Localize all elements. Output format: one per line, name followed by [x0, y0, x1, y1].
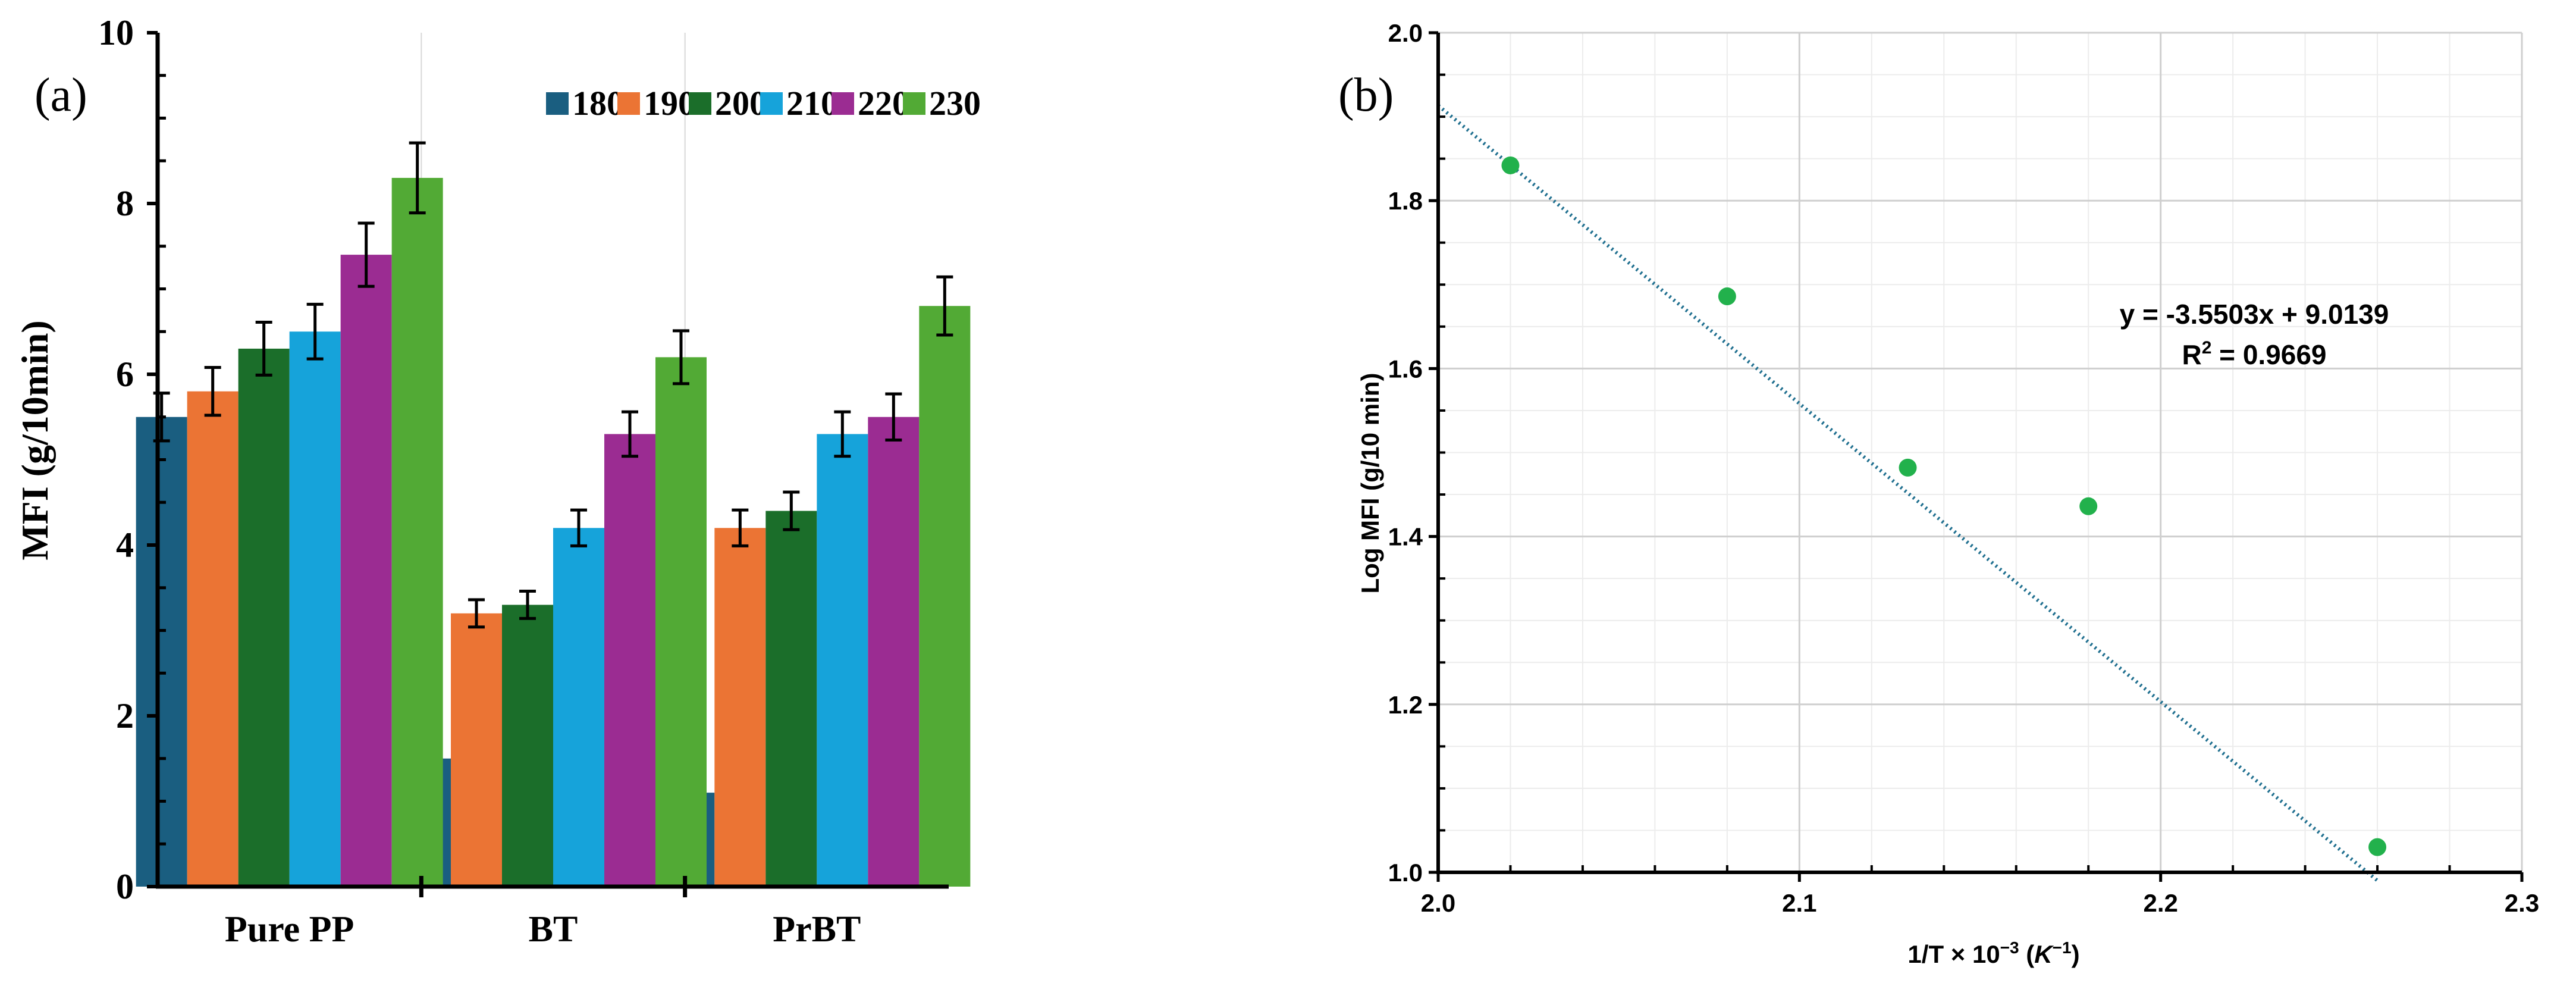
x-tick-label: 2.2 — [2143, 889, 2177, 917]
panel-b-tick-labels: 1.0 1.2 1.4 1.6 1.8 2.0 2.0 2.1 2.2 2.3 — [1388, 19, 2540, 917]
panel-b-y-axis-title: Log MFI (g/10 min) — [1356, 373, 1384, 594]
panel-a-bars — [136, 141, 971, 887]
legend-swatch — [760, 92, 783, 115]
legend-swatch — [832, 92, 854, 115]
legend-label: 190 — [644, 84, 695, 123]
x-tick-label: 2.1 — [1782, 889, 1816, 917]
x-axis-title-unit-open: ( — [2019, 940, 2035, 968]
bar — [604, 434, 655, 887]
bar — [289, 331, 341, 887]
legend-swatch — [617, 92, 640, 115]
y-tick-label: 2 — [116, 696, 134, 735]
r-squared-superscript: 2 — [2202, 338, 2212, 358]
bar — [451, 613, 502, 887]
x-axis-title-unit-exponent: −1 — [2053, 938, 2072, 957]
data-point — [1899, 458, 1917, 477]
data-point — [1718, 287, 1736, 306]
legend-label: 220 — [858, 84, 909, 123]
legend-swatch — [903, 92, 925, 115]
bar — [655, 357, 707, 887]
panel-b-x-axis-title: 1/T × 10−3 (K−1) — [1907, 938, 2079, 968]
x-tick-label: 2.3 — [2505, 889, 2539, 917]
bar — [340, 255, 392, 887]
y-tick-label: 1.2 — [1388, 691, 1423, 719]
panel-a-label: (a) — [34, 69, 87, 121]
bar — [136, 417, 187, 887]
legend-label: 200 — [715, 84, 767, 123]
panel-a-axes — [147, 31, 949, 897]
bar — [502, 605, 553, 887]
r-squared-value: = 0.9669 — [2211, 339, 2326, 370]
trendline-equation: y = -3.5503x + 9.0139 — [2120, 299, 2389, 330]
r-squared-letter: R — [2182, 339, 2201, 370]
bar — [238, 348, 290, 887]
y-tick-label: 6 — [116, 355, 134, 394]
panel-a-tick-labels: 0 2 4 6 8 10 Pure PP BT PrBT — [98, 13, 861, 950]
panel-a-legend: 180 190 200 210 220 230 — [546, 84, 981, 123]
data-point — [2368, 838, 2387, 856]
panel-b-points — [1501, 156, 2387, 856]
bar — [187, 391, 239, 887]
x-axis-title-main: 1/T × 10 — [1907, 940, 2000, 968]
y-tick-label: 1.8 — [1388, 187, 1423, 215]
y-tick-label: 0 — [116, 867, 134, 906]
x-axis-title-unit: K — [2034, 940, 2054, 968]
panel-b-scatter-chart: 1.0 1.2 1.4 1.6 1.8 2.0 2.0 2.1 2.2 2.3 (b) y = -… — [1338, 19, 2539, 968]
category-label: BT — [529, 909, 578, 950]
bar — [817, 434, 868, 887]
bar — [714, 528, 766, 887]
panel-a-y-axis-title: MFI (g/10min) — [14, 320, 56, 561]
y-tick-label: 4 — [116, 525, 134, 565]
category-label: PrBT — [773, 909, 861, 950]
panel-b-label: (b) — [1338, 69, 1394, 121]
data-point — [2079, 497, 2098, 515]
panel-b-axes — [1429, 31, 2524, 882]
x-axis-title-exponent: −3 — [2000, 938, 2019, 957]
panel-b-gridlines — [1437, 32, 2523, 874]
bar — [553, 528, 604, 887]
y-tick-label: 8 — [116, 184, 134, 223]
data-point — [1501, 156, 1520, 174]
x-axis-title-unit-close: ) — [2072, 940, 2080, 968]
y-tick-label: 10 — [98, 13, 134, 52]
legend-label: 210 — [786, 84, 838, 123]
bar — [765, 511, 817, 887]
legend-label: 180 — [572, 84, 624, 123]
y-tick-label: 1.6 — [1388, 355, 1423, 383]
y-tick-label: 1.4 — [1388, 523, 1423, 551]
y-tick-label: 1.0 — [1388, 859, 1423, 887]
bar — [919, 306, 971, 887]
bar — [868, 417, 920, 887]
bar — [391, 177, 443, 887]
legend-swatch — [689, 92, 711, 115]
legend-label: 230 — [929, 84, 981, 123]
trendline-r-squared: R2 = 0.9669 — [2182, 338, 2326, 370]
x-tick-label: 2.0 — [1421, 889, 1455, 917]
panel-a-bar-chart: 0 2 4 6 8 10 Pure PP BT PrBT (a) MFI (g/10min) 1… — [14, 13, 981, 950]
category-label: Pure PP — [225, 909, 354, 950]
y-tick-label: 2.0 — [1388, 19, 1423, 47]
legend-swatch — [546, 92, 569, 115]
